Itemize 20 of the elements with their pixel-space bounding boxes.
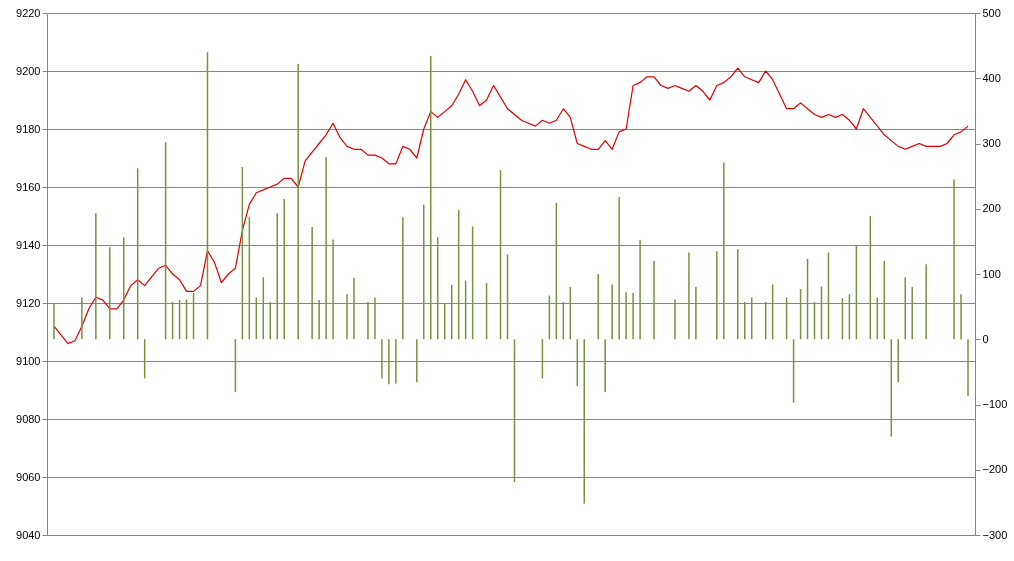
- y2-tick-label: 400: [982, 71, 1001, 84]
- y-tick-label: 9080: [16, 412, 41, 425]
- y2-tick-label: −100: [982, 398, 1008, 410]
- y2-tick-label: 300: [982, 137, 1001, 149]
- y2-tick-label: −200: [982, 463, 1008, 476]
- y-tick-label: 9160: [16, 180, 41, 193]
- y2-tick-label: −300: [982, 528, 1008, 541]
- y2-tick-label: 200: [982, 202, 1001, 215]
- y-tick-label: 9200: [16, 64, 41, 77]
- line-series: [53, 67, 969, 345]
- y-tick-label: 9060: [16, 470, 41, 483]
- y-tick-label: 9180: [16, 122, 41, 135]
- y2-tick-label: 100: [982, 267, 1001, 280]
- y-tick-label: 9140: [16, 238, 41, 251]
- y-tick-label: 9220: [16, 6, 41, 19]
- y2-tick-label: 500: [982, 6, 1001, 19]
- y-tick-label: 9040: [16, 528, 41, 541]
- y-tick-label: 9120: [16, 296, 41, 309]
- y2-tick-label: 0: [982, 332, 989, 345]
- y-tick-label: 9100: [16, 354, 41, 367]
